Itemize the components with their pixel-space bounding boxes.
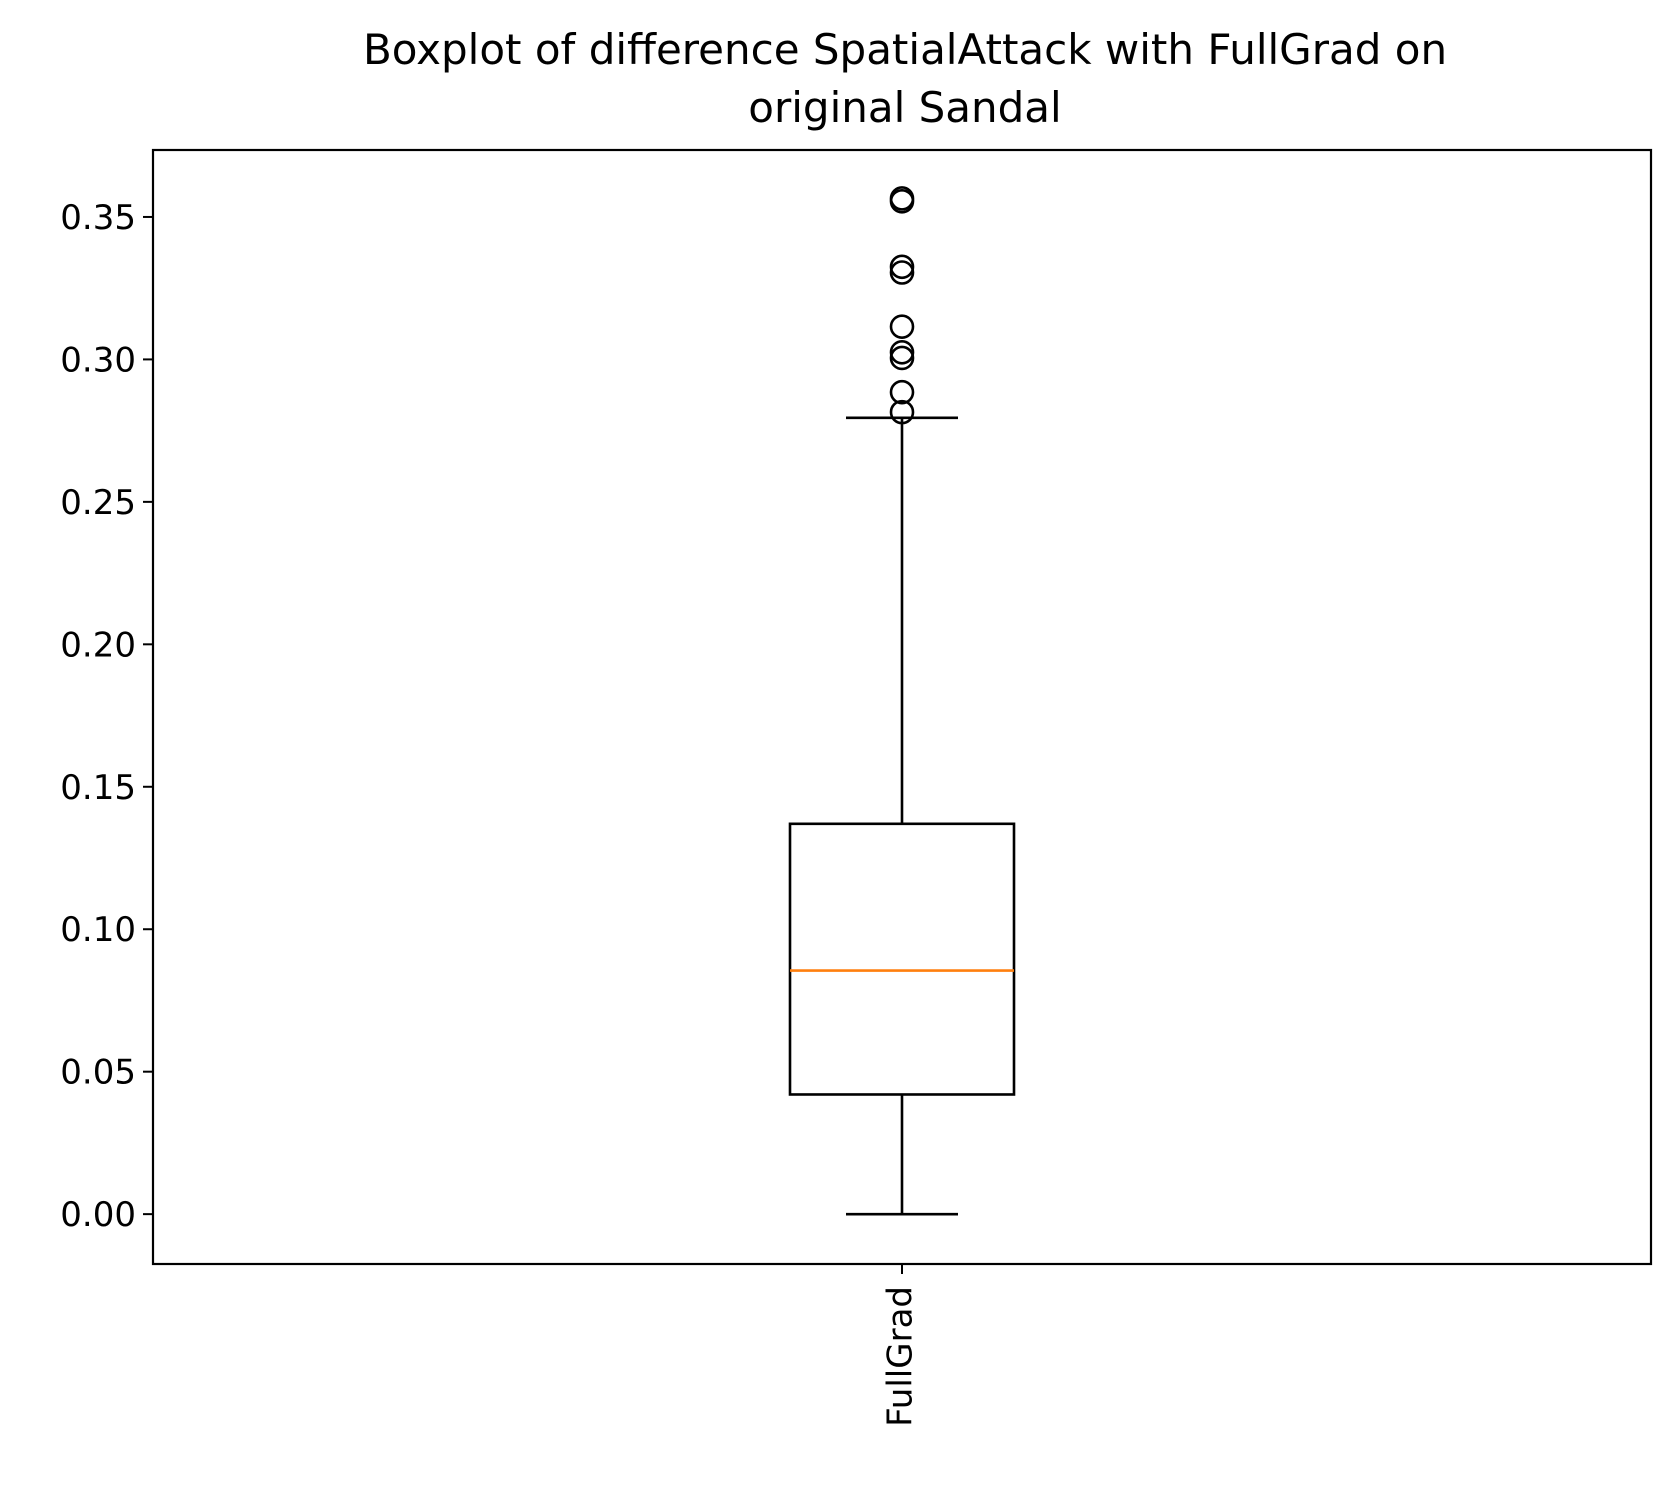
outlier-point xyxy=(889,314,915,339)
chart-title-line-2: original Sandal xyxy=(748,83,1061,132)
outlier-point xyxy=(889,345,915,371)
outlier-point xyxy=(889,260,915,285)
y-tick-label: 0.30 xyxy=(60,340,136,380)
outlier-point xyxy=(889,254,915,280)
outlier-point xyxy=(889,379,915,405)
y-tick-label: 0.10 xyxy=(60,910,136,950)
y-tick-label: 0.05 xyxy=(60,1053,136,1093)
y-tick-label: 0.35 xyxy=(60,198,136,238)
outlier-point xyxy=(889,399,915,425)
y-tick-label: 0.15 xyxy=(60,768,136,808)
x-axis: FullGrad xyxy=(881,1264,921,1427)
x-tick-label: FullGrad xyxy=(881,1286,921,1427)
chart-title-line-1: Boxplot of difference SpatialAttack with… xyxy=(363,25,1447,74)
box-iqr xyxy=(788,822,1016,1096)
box-group xyxy=(788,186,1016,1216)
y-tick-label: 0.00 xyxy=(60,1195,136,1235)
outlier-point xyxy=(889,186,915,211)
chart-title: Boxplot of difference SpatialAttack with… xyxy=(363,25,1447,132)
boxes-layer xyxy=(788,186,1016,1216)
y-tick-label: 0.20 xyxy=(60,625,136,665)
y-axis: 0.00 0.05 0.10 0.15 0.20 0.25 0.30 0.35 xyxy=(60,198,153,1235)
y-tick-label: 0.25 xyxy=(60,483,136,523)
outlier-point xyxy=(889,339,915,365)
